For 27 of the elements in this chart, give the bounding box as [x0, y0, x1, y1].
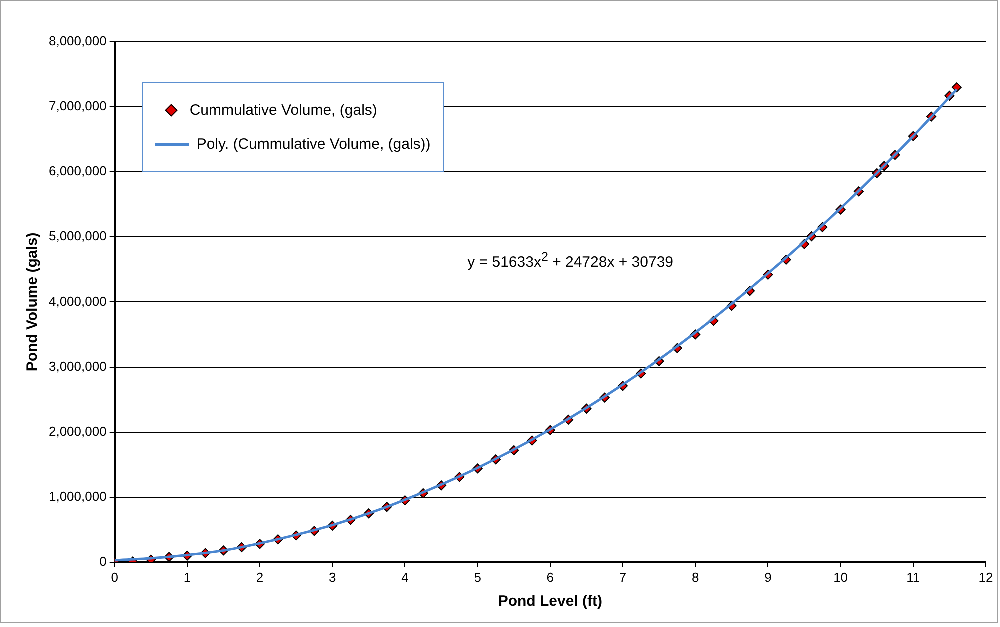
annotation: y = 51633x$^{2}$ + 24728x + 30739 [468, 250, 674, 272]
x-tick-label: 10 [834, 570, 848, 585]
y-tick-label: 3,000,000 [48, 358, 107, 374]
y-tick-label: 5,000,000 [48, 228, 107, 244]
x-tick-label: 5 [474, 570, 482, 585]
x-tick-label: 4 [402, 570, 409, 585]
y-tick-label: 0 [100, 554, 107, 569]
x-tick-label: 12 [978, 570, 994, 585]
legend-label: Poly. (Cummulative Volume, (gals)) [196, 136, 431, 152]
x-tick-label: 11 [906, 570, 920, 585]
x-tick-label: 3 [329, 570, 336, 585]
y-tick-label: 7,000,000 [48, 98, 107, 114]
x-tick-label: 0 [111, 570, 118, 585]
x-tick-label: 8 [692, 570, 700, 585]
y-tick-label: 1,000,000 [48, 488, 107, 504]
legend-label: Cummulative Volume, (gals) [190, 102, 378, 118]
x-tick-label: 2 [256, 570, 264, 585]
x-axis-title: Pond Level (ft) [498, 593, 603, 610]
x-tick-label: 6 [546, 570, 554, 585]
y-axis-title: Pond Volume (gals) [24, 232, 42, 372]
x-tick-label: 7 [619, 570, 627, 585]
y-tick-label: 4,000,000 [48, 294, 107, 309]
y-tick-label: 8,000,000 [48, 34, 107, 49]
y-tick-label: 6,000,000 [48, 164, 107, 179]
x-tick-label: 9 [764, 570, 772, 585]
y-tick-label: 2,000,000 [48, 424, 107, 439]
x-tick-label: 1 [184, 570, 192, 585]
